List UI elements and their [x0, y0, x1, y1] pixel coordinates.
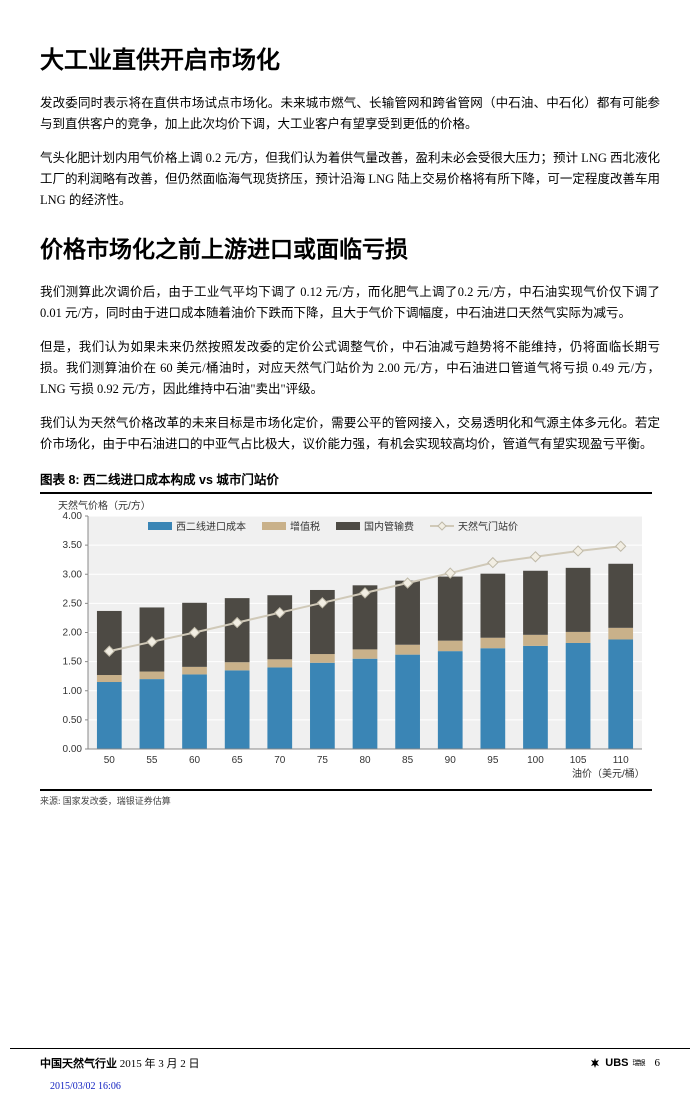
svg-text:105: 105 [570, 755, 587, 766]
heading-market: 大工业直供开启市场化 [40, 40, 660, 75]
svg-text:4.00: 4.00 [63, 511, 83, 522]
svg-text:2.50: 2.50 [63, 598, 83, 609]
chart-title: 图表 8: 西二线进口成本构成 vs 城市门站价 [40, 469, 660, 488]
paragraph: 发改委同时表示将在直供市场试点市场化。未来城市燃气、长输管网和跨省管网（中石油、… [40, 93, 660, 134]
svg-text:50: 50 [104, 755, 116, 766]
svg-text:95: 95 [487, 755, 499, 766]
svg-text:110: 110 [613, 755, 629, 766]
svg-text:3.00: 3.00 [63, 569, 83, 580]
svg-text:天然气门站价: 天然气门站价 [458, 520, 518, 533]
svg-text:0.50: 0.50 [63, 714, 83, 725]
svg-text:85: 85 [402, 755, 414, 766]
svg-text:3.50: 3.50 [63, 540, 83, 551]
svg-text:55: 55 [146, 755, 158, 766]
svg-text:国内管输费: 国内管输费 [364, 520, 414, 533]
paragraph: 我们认为天然气价格改革的未来目标是市场化定价，需要公平的管网接入，交易透明化和气… [40, 413, 660, 454]
svg-text:70: 70 [274, 755, 286, 766]
footer-title: 中国天然气行业 [40, 1058, 117, 1070]
svg-text:0.00: 0.00 [63, 744, 83, 755]
footer-date: 2015 年 3 月 2 日 [117, 1058, 200, 1070]
svg-text:80: 80 [359, 755, 371, 766]
chart-svg: 天然气价格（元/方）0.000.501.001.502.002.503.003.… [40, 494, 652, 784]
svg-text:90: 90 [445, 755, 457, 766]
chart-source: 来源: 国家发改委，瑞银证券估算 [40, 794, 660, 807]
footer-brand: UBS [605, 1057, 628, 1069]
ubs-logo-icon [589, 1057, 601, 1069]
svg-text:60: 60 [189, 755, 201, 766]
heading-import-loss: 价格市场化之前上游进口或面临亏损 [40, 230, 660, 264]
paragraph: 气头化肥计划内用气价格上调 0.2 元/方，但我们认为着供气量改善，盈利未必会受… [40, 148, 660, 210]
page-content: 大工业直供开启市场化 发改委同时表示将在直供市场试点市场化。未来城市燃气、长输管… [0, 0, 700, 1020]
svg-text:西二线进口成本: 西二线进口成本 [176, 520, 246, 533]
cost-vs-gate-price-chart: 天然气价格（元/方）0.000.501.001.502.002.503.003.… [40, 492, 652, 791]
page-footer: 中国天然气行业 2015 年 3 月 2 日 UBS 瑞银 6 [10, 1048, 690, 1071]
svg-text:100: 100 [527, 755, 544, 766]
svg-text:2.00: 2.00 [63, 627, 83, 638]
svg-text:油价（美元/桶）: 油价（美元/桶） [572, 767, 645, 780]
svg-text:1.50: 1.50 [63, 656, 83, 667]
svg-text:75: 75 [317, 755, 329, 766]
footer-brand-sub: 瑞银 [633, 1058, 645, 1068]
render-timestamp: 2015/03/02 16:06 [0, 1071, 700, 1102]
paragraph: 我们测算此次调价后，由于工业气平均下调了 0.12 元/方，而化肥气上调了0.2… [40, 282, 660, 323]
svg-text:增值税: 增值税 [290, 520, 320, 533]
footer-right: UBS 瑞银 6 [589, 1057, 660, 1069]
page-number: 6 [655, 1057, 661, 1069]
paragraph: 但是，我们认为如果未来仍然按照发改委的定价公式调整气价，中石油减亏趋势将不能维持… [40, 337, 660, 399]
svg-text:65: 65 [232, 755, 244, 766]
footer-left: 中国天然气行业 2015 年 3 月 2 日 [40, 1055, 200, 1071]
svg-text:1.00: 1.00 [63, 685, 83, 696]
